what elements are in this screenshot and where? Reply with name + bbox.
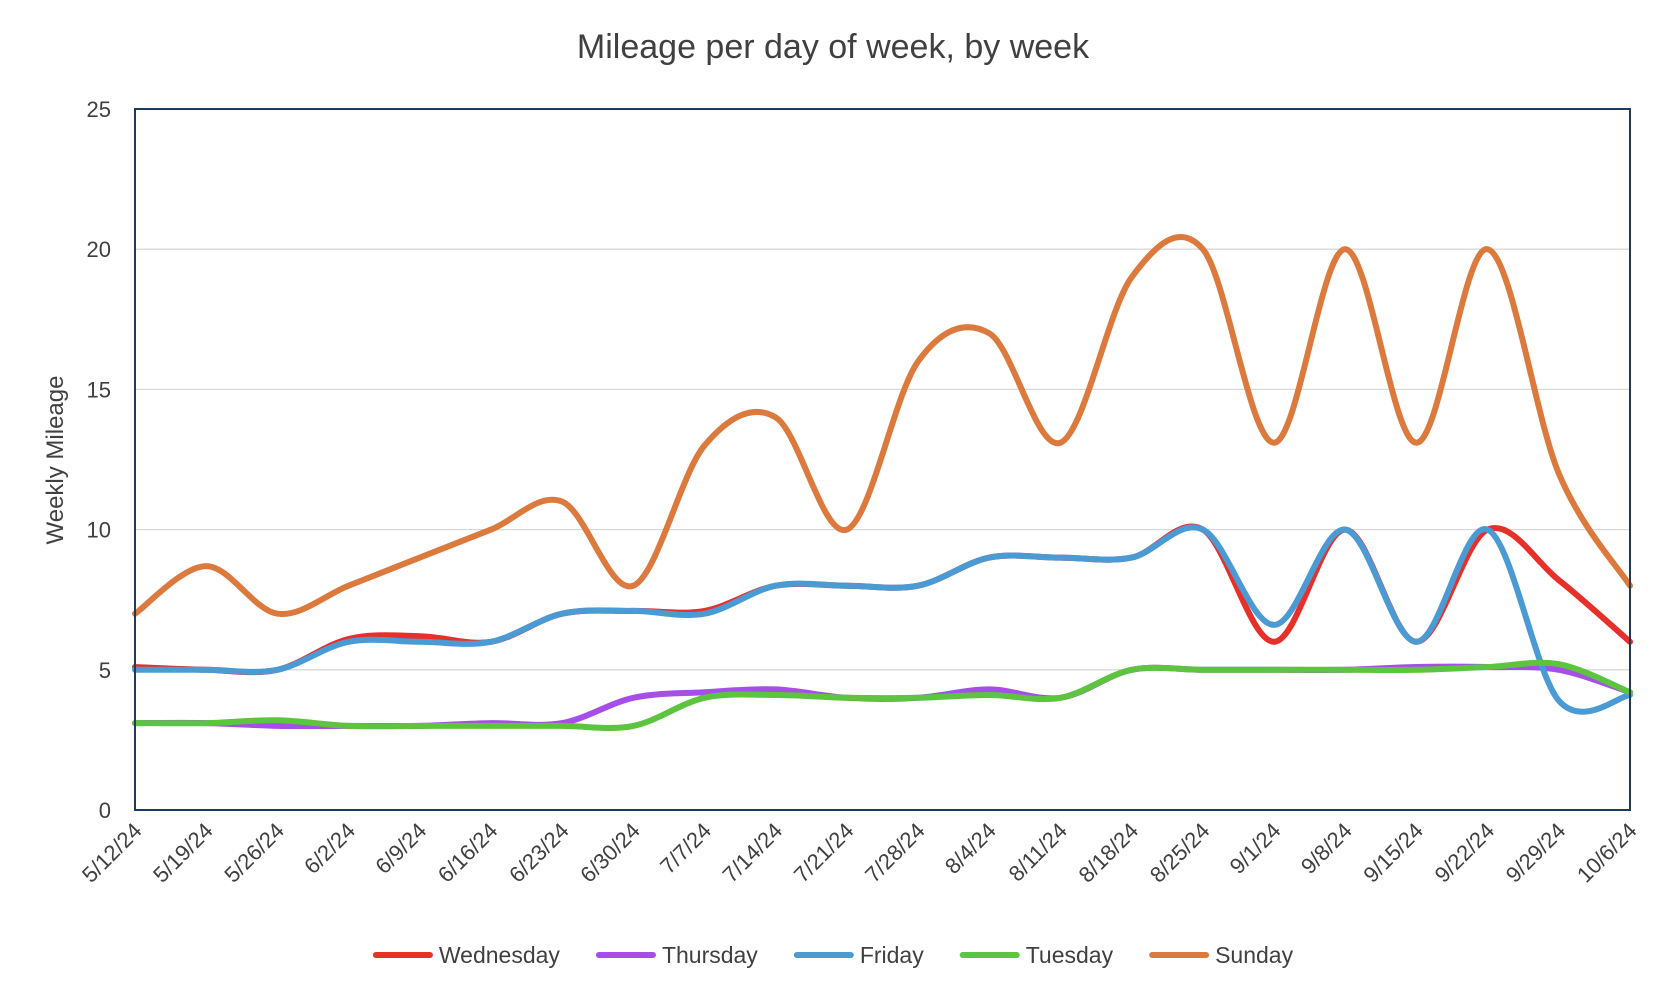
- x-tick-label: 6/9/24: [370, 818, 431, 879]
- x-tick-label: 6/2/24: [299, 818, 360, 879]
- plot-area-frame: [134, 108, 1631, 811]
- x-tick-label: 8/25/24: [1145, 818, 1215, 888]
- x-tick-label: 6/30/24: [575, 818, 645, 888]
- y-tick-label: 0: [99, 798, 111, 823]
- x-tick-label: 5/19/24: [148, 818, 218, 888]
- series-line-friday: [132, 524, 1633, 715]
- x-tick-label: 9/8/24: [1296, 818, 1357, 879]
- legend-item-wednesday: Wednesday: [372, 942, 561, 968]
- x-tick-label: 9/1/24: [1225, 818, 1286, 879]
- legend-item-thursday: Thursday: [595, 942, 758, 968]
- x-tick-label: 5/26/24: [219, 818, 289, 888]
- x-axis-ticks: 5/12/24 5/19/24 5/26/24 6/2/24 6/9/24 6/16/24…: [77, 818, 1642, 888]
- x-tick-label: 8/4/24: [940, 818, 1001, 879]
- x-tick-label: 7/28/24: [860, 818, 930, 888]
- x-tick-label: 8/18/24: [1074, 818, 1144, 888]
- x-tick-label: 10/6/24: [1572, 818, 1642, 888]
- chart-title: Mileage per day of week, by week: [577, 28, 1090, 66]
- y-axis-label: Weekly Mileage: [42, 376, 69, 545]
- x-tick-label: 9/15/24: [1358, 818, 1428, 888]
- legend-item-tuesday: Tuesday: [959, 942, 1114, 968]
- x-tick-label: 5/12/24: [77, 818, 147, 888]
- y-tick-label: 15: [87, 377, 111, 402]
- series-lines: [132, 234, 1633, 731]
- x-tick-label: 7/14/24: [718, 818, 788, 888]
- y-axis-ticks: 0 5 10 15 20 25: [87, 97, 111, 823]
- x-tick-label: 9/29/24: [1501, 818, 1571, 888]
- legend-label: Wednesday: [439, 942, 561, 968]
- legend-item-friday: Friday: [793, 942, 924, 968]
- series-line-tuesday: [132, 659, 1633, 731]
- legend-label: Friday: [860, 942, 924, 968]
- legend-label: Sunday: [1215, 942, 1294, 968]
- series-line-wednesday: [132, 523, 1633, 676]
- x-tick-label: 9/22/24: [1430, 818, 1500, 888]
- legend-item-sunday: Sunday: [1149, 942, 1294, 968]
- y-tick-label: 20: [87, 237, 111, 262]
- legend-label: Tuesday: [1026, 942, 1114, 968]
- x-tick-label: 7/7/24: [655, 818, 716, 879]
- series-line-sunday: [132, 234, 1633, 617]
- legend-label: Thursday: [662, 942, 758, 968]
- x-tick-label: 8/11/24: [1004, 818, 1072, 886]
- y-tick-label: 25: [87, 97, 111, 122]
- y-tick-label: 5: [99, 658, 111, 683]
- y-tick-label: 10: [87, 518, 111, 543]
- legend: Wednesday Thursday Friday Tuesday Sunday: [372, 942, 1294, 968]
- x-tick-label: 7/21/24: [789, 818, 859, 888]
- x-tick-label: 6/16/24: [433, 818, 503, 888]
- x-tick-label: 6/23/24: [504, 818, 574, 888]
